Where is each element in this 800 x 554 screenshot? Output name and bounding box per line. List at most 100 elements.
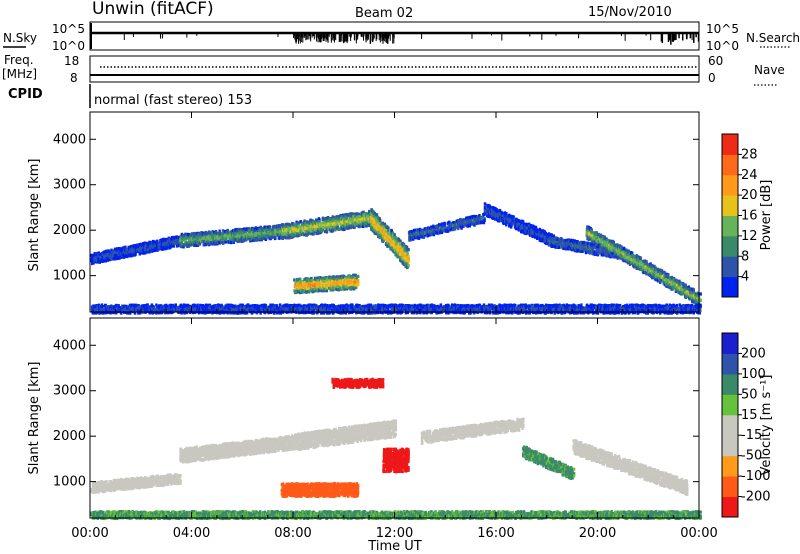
data-cell (103, 251, 106, 255)
data-cell (97, 255, 100, 259)
data-cell (147, 250, 150, 254)
data-cell (193, 240, 196, 244)
data-cell (226, 229, 229, 233)
data-cell (135, 246, 138, 250)
data-cell (253, 229, 256, 233)
data-cell (214, 230, 218, 234)
data-cell (90, 253, 93, 257)
data-cell (292, 233, 295, 237)
data-cell (353, 225, 356, 229)
data-cell (129, 250, 132, 254)
data-cell (210, 237, 213, 242)
data-cell (211, 230, 214, 234)
data-cell (137, 245, 141, 249)
data-cell (301, 290, 304, 294)
date-title: 15/Nov/2010 (588, 5, 672, 20)
data-cell (224, 233, 227, 237)
data-cell (142, 243, 145, 247)
data-cell (101, 255, 105, 260)
data-cell (157, 241, 161, 246)
data-cell (170, 240, 174, 244)
data-cell (233, 235, 236, 239)
data-cell (240, 237, 244, 241)
data-cell (222, 241, 225, 245)
data-cell (172, 242, 175, 246)
data-cell (140, 249, 144, 253)
data-cell (427, 233, 430, 237)
data-cell (189, 234, 192, 238)
data-cell (178, 239, 181, 243)
data-cell (193, 233, 196, 238)
data-cell (584, 241, 588, 245)
data-cell (107, 256, 110, 260)
data-cell (588, 251, 592, 255)
data-cell (249, 230, 252, 234)
data-cell (176, 237, 179, 241)
data-cell (101, 252, 105, 257)
data-cell (180, 232, 184, 236)
radar-title: Unwin (fitACF) (92, 0, 214, 19)
data-cell (218, 241, 221, 245)
data-cell (243, 234, 246, 239)
freq-label-1: Freq. (4, 53, 34, 67)
data-cell (179, 234, 182, 239)
data-cell (410, 229, 413, 234)
data-cell (93, 256, 97, 260)
data-cell (105, 249, 108, 253)
nsky-trace (90, 23, 700, 49)
data-cell (240, 228, 244, 232)
cpid-label: CPID (8, 87, 43, 102)
data-cell (218, 236, 221, 240)
data-cell (229, 230, 232, 234)
data-cell (113, 257, 117, 261)
data-cell (357, 274, 360, 278)
data-cell (243, 227, 246, 231)
data-cell (299, 225, 302, 229)
nave-tick-hi: 60 (708, 54, 723, 68)
data-cell (113, 247, 117, 251)
data-cell (249, 235, 252, 239)
data-cell (196, 231, 199, 235)
data-cell (173, 240, 177, 244)
data-cell (197, 236, 200, 240)
data-cell (129, 246, 133, 250)
data-cell (220, 240, 224, 244)
data-cell (99, 252, 102, 256)
data-cell (105, 251, 108, 255)
data-cell (97, 260, 100, 264)
data-cell (91, 255, 94, 259)
data-cell (147, 248, 150, 252)
data-cell (184, 239, 187, 243)
data-cell (212, 234, 215, 238)
data-cell (157, 244, 161, 248)
nave-tick-lo: 0 (708, 71, 716, 85)
data-cell (204, 243, 207, 247)
cpid-value: normal (fast stereo) 153 (94, 93, 252, 108)
freq-tick-hi: 18 (64, 54, 79, 68)
data-cell (110, 248, 113, 252)
power-heatmap (90, 202, 702, 315)
data-cell (316, 276, 319, 280)
data-cell (152, 245, 155, 249)
data-cell (111, 252, 114, 256)
data-cell (144, 251, 147, 255)
data-cell (214, 241, 218, 245)
data-cell (147, 241, 150, 245)
data-cell (251, 236, 255, 241)
data-cell (357, 283, 360, 287)
data-cell (130, 254, 134, 258)
data-cell (244, 232, 248, 237)
data-cell (254, 226, 257, 230)
data-cell (176, 235, 179, 239)
data-cell (126, 254, 129, 258)
data-cell (230, 233, 234, 237)
data-cell (255, 238, 258, 242)
data-cell (144, 246, 147, 250)
data-cell (238, 227, 241, 232)
data-cell (149, 248, 152, 252)
freq-panel: Freq. [MHz] 18 8 60 0 Nave (2, 53, 785, 86)
nsearch-tick-hi: 10^5 (706, 22, 739, 36)
nsearch-tick-lo: 10^0 (706, 39, 739, 53)
data-cell (160, 239, 163, 243)
